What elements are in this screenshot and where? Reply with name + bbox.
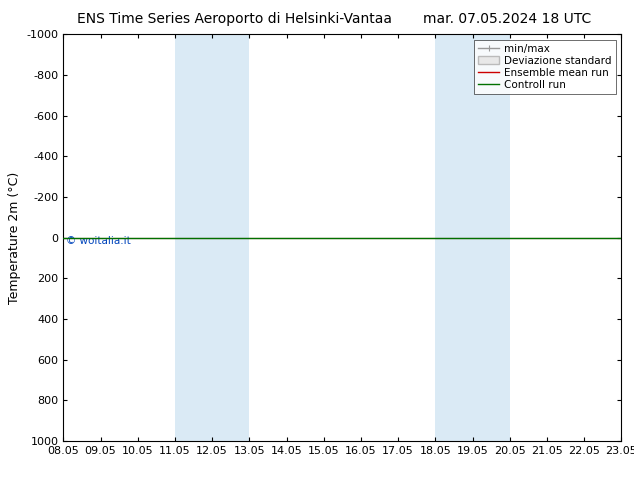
- Legend: min/max, Deviazione standard, Ensemble mean run, Controll run: min/max, Deviazione standard, Ensemble m…: [474, 40, 616, 94]
- Text: ENS Time Series Aeroporto di Helsinki-Vantaa: ENS Time Series Aeroporto di Helsinki-Va…: [77, 12, 392, 26]
- Bar: [175, 34, 249, 441]
- Text: © woitalia.it: © woitalia.it: [66, 236, 131, 245]
- Y-axis label: Temperature 2m (°C): Temperature 2m (°C): [8, 172, 21, 304]
- Bar: [436, 34, 510, 441]
- Text: mar. 07.05.2024 18 UTC: mar. 07.05.2024 18 UTC: [423, 12, 592, 26]
